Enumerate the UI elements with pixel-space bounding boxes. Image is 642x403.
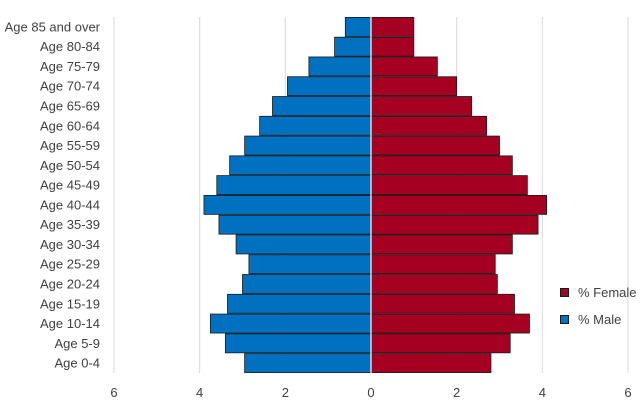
- bar-male: [242, 274, 372, 294]
- bar-female: [370, 135, 500, 156]
- x-tick-label: 0: [367, 385, 374, 400]
- category-label: Age 50-54: [40, 158, 100, 173]
- bars: [203, 16, 548, 374]
- bar-male: [344, 16, 372, 37]
- bar-male: [227, 293, 372, 314]
- category-label: Age 55-59: [40, 138, 100, 153]
- category-label: Age 5-9: [54, 336, 100, 351]
- bar-female: [370, 155, 513, 176]
- bar-male: [224, 333, 372, 354]
- bar-female: [370, 36, 415, 57]
- bar-male: [216, 175, 372, 196]
- x-tick-label: 4: [539, 385, 546, 400]
- bar-female: [370, 293, 515, 314]
- x-tick-label: 2: [282, 385, 289, 400]
- x-tick-label: 2: [453, 385, 460, 400]
- category-label: Age 0-4: [54, 356, 100, 371]
- category-labels: Age 0-4 Age 5-9 Age 10-14 Age 15-19 Age 20-2…: [5, 19, 101, 370]
- bar-female: [370, 214, 539, 235]
- category-label: Age 65-69: [40, 99, 100, 114]
- category-label: Age 30-34: [40, 237, 100, 252]
- bar-male: [248, 254, 372, 275]
- bar-female: [370, 313, 530, 334]
- bar-female: [370, 115, 488, 136]
- legend-swatch-female: [560, 288, 569, 297]
- category-label: Age 85 and over: [5, 19, 101, 34]
- legend-item-female: % Female: [560, 279, 637, 306]
- category-label: Age 35-39: [40, 217, 100, 232]
- bar-male: [203, 194, 372, 215]
- legend-swatch-male: [560, 315, 569, 324]
- x-tick-label: 4: [196, 385, 203, 400]
- bar-female: [370, 234, 513, 255]
- bar-female: [370, 254, 496, 275]
- bar-female: [370, 175, 528, 196]
- bar-male: [287, 76, 372, 97]
- bar-male: [229, 155, 372, 176]
- bar-male: [218, 214, 372, 235]
- bar-female: [370, 333, 511, 354]
- x-tick-label: 6: [624, 385, 631, 400]
- legend-label-female: % Female: [578, 285, 637, 300]
- bar-male: [209, 313, 372, 334]
- bar-female: [370, 16, 415, 37]
- bar-female: [370, 194, 548, 215]
- bar-female: [370, 353, 492, 374]
- bar-male: [244, 353, 372, 374]
- category-label: Age 15-19: [40, 296, 100, 311]
- bar-female: [370, 56, 438, 77]
- category-label: Age 75-79: [40, 59, 100, 74]
- bar-male: [259, 115, 372, 136]
- category-label: Age 40-44: [40, 197, 100, 212]
- category-label: Age 60-64: [40, 118, 100, 133]
- legend-item-male: % Male: [560, 306, 637, 333]
- category-label: Age 70-74: [40, 79, 100, 94]
- category-label: Age 10-14: [40, 316, 100, 331]
- legend: % Female % Male: [560, 279, 637, 333]
- bar-male: [244, 135, 372, 156]
- bar-male: [235, 234, 372, 255]
- bar-female: [370, 76, 458, 97]
- bar-male: [308, 56, 372, 77]
- category-label: Age 45-49: [40, 178, 100, 193]
- bar-female: [370, 96, 473, 116]
- x-tick-label: 6: [110, 385, 117, 400]
- category-label: Age 25-29: [40, 257, 100, 272]
- bar-male: [334, 36, 372, 57]
- category-label: Age 20-24: [40, 277, 100, 292]
- bar-female: [370, 274, 498, 294]
- x-axis-tick-labels: 6 4 2 0 2 4 6: [110, 385, 631, 400]
- legend-label-male: % Male: [578, 312, 622, 327]
- bar-male: [272, 96, 372, 116]
- category-label: Age 80-84: [40, 39, 100, 54]
